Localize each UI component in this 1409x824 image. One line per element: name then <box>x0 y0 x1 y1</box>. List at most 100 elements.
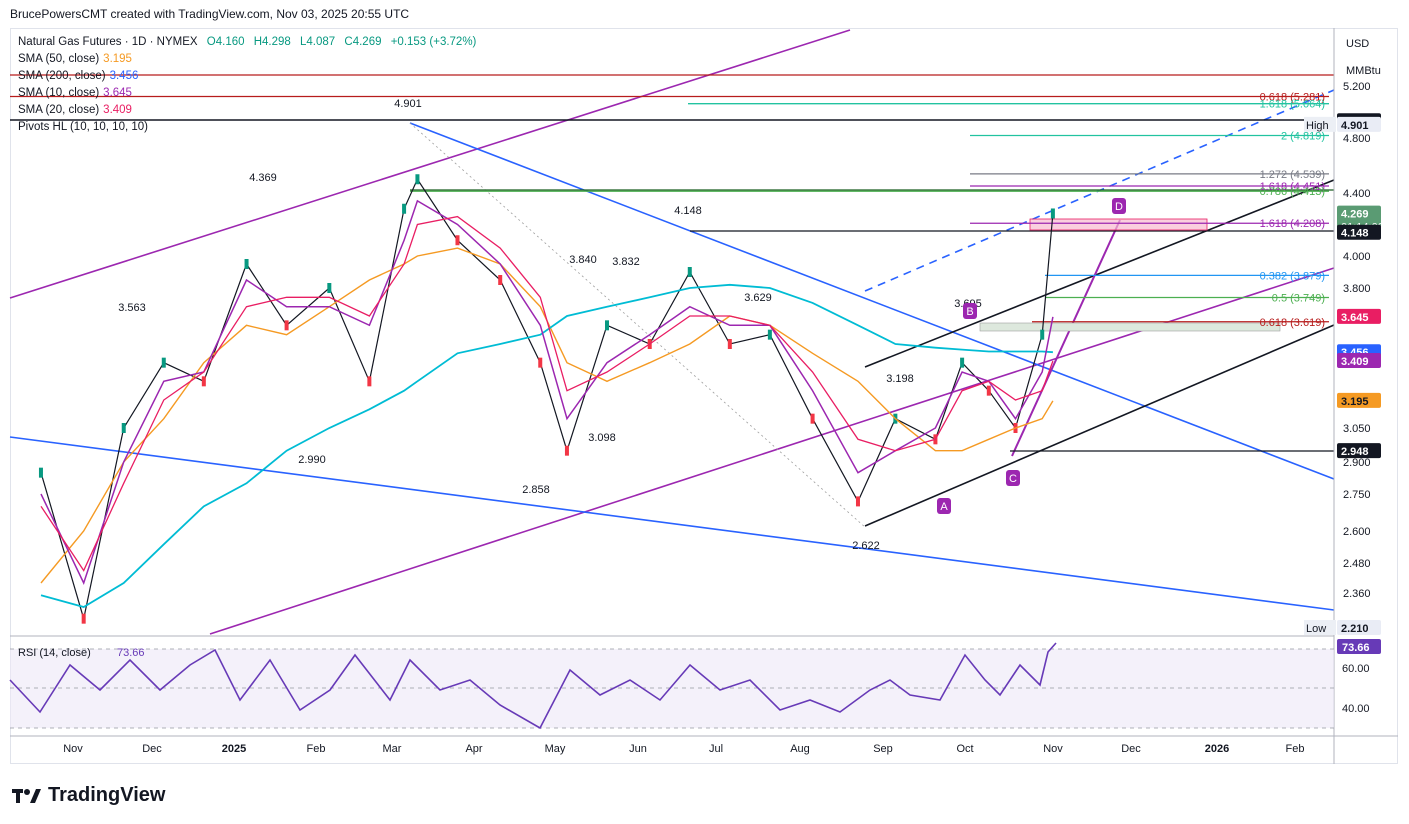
axis-tag-box <box>1304 620 1336 635</box>
indicator-value: 3.645 <box>103 87 132 99</box>
price-axis-label-box <box>1337 308 1381 324</box>
time-axis-label: Apr <box>465 743 482 755</box>
fib-label: 2 (4.819) <box>1281 131 1325 143</box>
price-tick: 4.400 <box>1343 188 1371 200</box>
indicator-sma200[interactable]: SMA (200, close) 3.456 <box>18 68 482 85</box>
pivot-label: 3.563 <box>118 302 146 314</box>
rsi-axis-label: 60.00 <box>1342 663 1370 675</box>
downtrend-line <box>409 122 1335 480</box>
price-axis-label: 2.948 <box>1341 446 1369 458</box>
rsi-pane[interactable]: RSI (14, close) 73.66 73.66 60.00 40.00 <box>9 635 1381 730</box>
rsi-axis-label-box <box>1337 639 1381 654</box>
indicator-pivots[interactable]: Pivots HL (10, 10, 10, 10) <box>18 119 482 136</box>
time-axis-label: Oct <box>956 743 973 755</box>
candle-mark <box>327 283 332 293</box>
indicator-sma10[interactable]: SMA (10, close) 3.645 <box>18 85 482 102</box>
chart-frame <box>10 28 1398 764</box>
pivot-label: 3.832 <box>612 256 640 268</box>
price-tick: 2.480 <box>1343 558 1371 570</box>
fib-label: 1.618 (5.064) <box>1260 99 1325 111</box>
indicator-sma20[interactable]: SMA (20, close) 3.409 <box>18 102 482 119</box>
drawing-layer <box>9 29 1335 635</box>
price-axis-label: 2.210 <box>1341 623 1369 635</box>
candle-mark <box>538 357 543 368</box>
high-value: H4.298 <box>253 36 291 48</box>
time-axis-label: Dec <box>142 743 162 755</box>
rsi-line <box>9 642 1057 730</box>
time-axis-label: Aug <box>790 743 810 755</box>
price-axis-label-box <box>1337 116 1381 132</box>
candle-mark <box>855 496 860 507</box>
candle-mark <box>81 613 86 624</box>
price-tick: 3.800 <box>1343 283 1371 295</box>
price-axis-label-box <box>1337 392 1381 408</box>
price-axis-label-box <box>1337 620 1381 635</box>
close-value: C4.269 <box>344 36 382 48</box>
black-channel-bottom <box>864 324 1335 527</box>
candle-mark <box>415 174 420 185</box>
time-axis-label: Feb <box>307 743 326 755</box>
candle-mark <box>687 267 692 277</box>
price-axis-label-box <box>1337 352 1381 368</box>
axis-tag-box <box>1304 116 1336 132</box>
purple-curve-line <box>1011 219 1121 457</box>
fib-label: 0.382 (3.879) <box>1260 270 1325 282</box>
fib-label: 1.272 (4.539) <box>1260 169 1325 181</box>
candle-mark <box>402 203 407 214</box>
pivot-label: 2.858 <box>522 484 550 496</box>
pivot-label: 3.840 <box>569 254 597 266</box>
pattern-point-label: D <box>1115 201 1123 213</box>
fib-label: 1.618 (4.208) <box>1260 218 1325 230</box>
pattern-point-label: A <box>940 501 948 513</box>
indicator-sma50[interactable]: SMA (50, close) 3.195 <box>18 51 482 68</box>
time-axis-label: Nov <box>63 743 83 755</box>
time-axis-label: Mar <box>383 743 402 755</box>
d-target-zone <box>1029 218 1208 231</box>
candle-mark <box>201 376 206 387</box>
price-tick: 4.800 <box>1343 133 1371 145</box>
publisher-line: BrucePowersCMT created with TradingView.… <box>10 7 410 21</box>
change-value: +0.153 (+3.72%) <box>390 36 477 48</box>
pattern-point-badge <box>1006 470 1020 486</box>
candle-mark <box>767 329 772 340</box>
time-axis-label: Jul <box>709 743 723 755</box>
pivot-labels: 4.901 4.369 3.563 2.990 3.840 3.832 2.858 3.098… <box>118 98 1126 552</box>
time-axis-label: Feb <box>1286 743 1305 755</box>
price-axis-label-box <box>1337 443 1381 459</box>
candle-mark <box>810 413 815 424</box>
time-axis-label: Nov <box>1043 743 1063 755</box>
price-tick: 2.900 <box>1343 457 1371 469</box>
series-line <box>40 215 1054 572</box>
time-axis-label: May <box>545 743 566 755</box>
price-tick: 2.600 <box>1343 526 1371 538</box>
ohlc-row: Natural Gas Futures · 1D · NYMEX O4.160 … <box>18 34 482 51</box>
indicator-value: 3.195 <box>103 53 132 65</box>
candle-mark <box>1040 329 1045 340</box>
tradingview-footer[interactable]: TradingView <box>12 784 165 807</box>
indicator-value: 3.409 <box>103 104 132 116</box>
open-value: O4.160 <box>206 36 245 48</box>
right-price-axis[interactable]: USD MMBtu 5.200 4.800 4.400 4.000 3.800 3.050 2.… <box>1304 28 1384 764</box>
indicator-label: SMA (200, close) <box>18 70 106 82</box>
low-value: L4.087 <box>300 36 336 48</box>
candle-mark <box>455 235 460 246</box>
fib-label: 0.618 (5.281) <box>1260 92 1325 104</box>
candle-mark <box>727 339 732 349</box>
price-tick: 3.050 <box>1343 423 1371 435</box>
indicator-label: SMA (20, close) <box>18 104 100 116</box>
time-axis-label: Jun <box>629 743 647 755</box>
time-axis-label: 2026 <box>1205 743 1229 755</box>
candle-mark <box>367 376 372 387</box>
candle-mark <box>605 320 609 331</box>
pivot-label: 2.622 <box>852 540 880 552</box>
price-axis-label: 4.148 <box>1341 228 1369 240</box>
pivot-label: 3.098 <box>588 432 616 444</box>
rsi-axis-label: 73.66 <box>1342 642 1370 654</box>
candle-mark <box>244 259 249 269</box>
pattern-point-label: B <box>966 306 973 318</box>
time-axis[interactable]: Nov Dec 2025 Feb Mar Apr May Jun Jul Aug Sep Oct Nov… <box>10 735 1398 755</box>
price-axis-label: 3.409 <box>1341 356 1369 368</box>
candle-mark <box>284 320 289 331</box>
series-line <box>40 199 1054 586</box>
